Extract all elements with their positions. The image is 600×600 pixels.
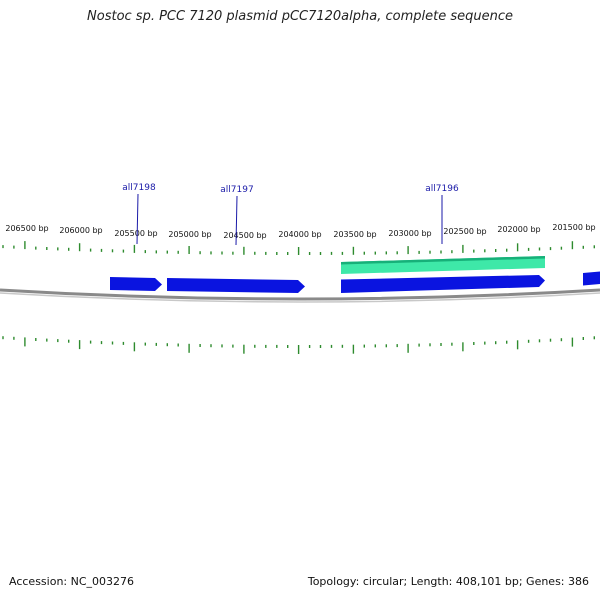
gene-arrow-highlight bbox=[341, 256, 545, 265]
upper-tick-ruler bbox=[2, 241, 595, 255]
tick-label: 202500 bp bbox=[443, 227, 486, 236]
gene-arrow[interactable] bbox=[341, 275, 545, 293]
gene-arrow[interactable] bbox=[167, 278, 305, 293]
gene-arrow[interactable] bbox=[583, 271, 600, 286]
gene-label[interactable]: all7197 bbox=[220, 185, 253, 195]
gene-arrow[interactable] bbox=[110, 277, 162, 291]
sequence-summary: Topology: circular; Length: 408,101 bp; … bbox=[307, 575, 589, 588]
tick-label: 203000 bp bbox=[388, 229, 431, 238]
tick-label: 203500 bp bbox=[333, 230, 376, 239]
gene-label[interactable]: all7196 bbox=[425, 184, 459, 194]
plasmid-backbone bbox=[0, 288, 600, 301]
backbone-shadow bbox=[0, 292, 600, 303]
gene-label-leader bbox=[136, 193, 139, 245]
tick-label: 202000 bp bbox=[497, 225, 540, 234]
lower-tick-ruler bbox=[2, 336, 595, 354]
tick-label: 205500 bp bbox=[114, 229, 157, 238]
tick-label: 206000 bp bbox=[59, 226, 102, 235]
map-title: Nostoc sp. PCC 7120 plasmid pCC7120alpha… bbox=[87, 9, 513, 24]
accession-label: Accession: NC_003276 bbox=[9, 575, 135, 588]
tick-label: 205000 bp bbox=[168, 230, 211, 239]
gene-label-leader bbox=[235, 195, 238, 246]
tick-label: 206500 bp bbox=[5, 224, 48, 233]
gene-label[interactable]: all7198 bbox=[122, 183, 156, 193]
tick-label: 204000 bp bbox=[278, 230, 321, 239]
tick-label: 204500 bp bbox=[223, 231, 266, 240]
tick-label: 201500 bp bbox=[552, 223, 595, 232]
